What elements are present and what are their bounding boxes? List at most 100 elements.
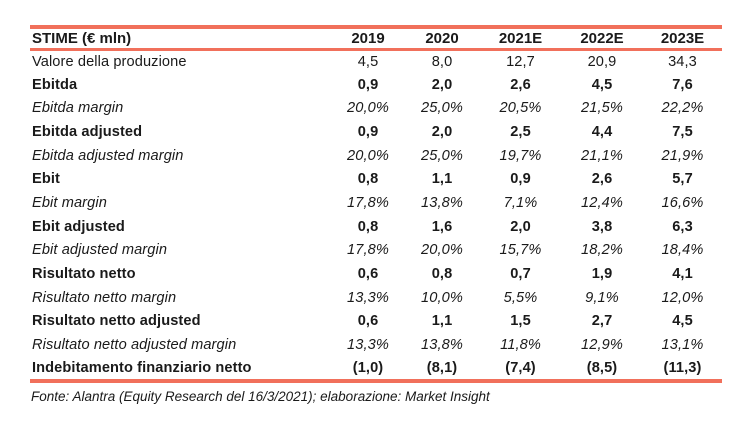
cell-value: 0,6 [357,313,379,330]
cell-value: 5,5% [503,289,538,306]
cell-value: 13,8% [421,194,463,211]
cell-value: 25,0% [421,100,463,117]
cell-value: 0,8 [431,266,453,283]
cell-value: 7,5 [672,123,693,140]
cell-value: 18,4% [661,242,704,259]
row-label: Ebit adjusted margin [32,242,168,259]
cell-value: 13,1% [661,337,704,354]
cell-value: 4,5 [591,76,613,93]
cell-value: 13,8% [421,337,463,354]
row-label: Ebit adjusted [32,218,125,235]
row-label: Risultato netto adjusted [32,313,201,330]
cell-value: 12,7 [506,53,535,70]
cell-value: 20,0% [347,100,389,117]
cell-value: 4,5 [672,313,693,330]
table-row: Valore della produzione 4,5 8,0 12,7 20,9 34,… [30,49,722,73]
table-row: Ebitda adjusted margin 20,0% 25,0% 19,7% 21,… [30,144,722,168]
row-label: Ebit margin [32,194,107,211]
cell-value: 12,9% [581,337,623,354]
cell-value: 3,8 [591,218,613,235]
cell-value: 0,6 [357,266,379,283]
cell-value: 12,4% [581,194,623,211]
cell-value: 34,3 [668,53,697,70]
cell-value: (7,4) [480,356,561,383]
cell-value: 2,0 [431,76,453,93]
table-row: Ebitda margin 20,0% 25,0% 20,5% 21,5% 22,2% [30,96,722,120]
cell-value: 1,6 [431,218,453,235]
cell-value: 11,8% [500,337,541,354]
table-body: Valore della produzione 4,5 8,0 12,7 20,9 34,… [30,49,722,383]
cell-value: 0,9 [510,171,531,188]
cell-value: 9,1% [585,289,619,306]
cell-value: 4,1 [672,266,693,283]
year-column-header: 2019 [332,25,404,51]
table-row: Ebitda adjusted 0,9 2,0 2,5 4,4 7,5 [30,120,722,144]
table-row: Risultato netto margin 13,3% 10,0% 5,5% 9,1%… [30,286,722,310]
cell-value: 2,0 [431,123,453,140]
cell-value: 20,0% [421,242,463,259]
table-row: Risultato netto adjusted margin 13,3% 13,8… [30,333,722,357]
cell-value: 7,1% [503,194,538,211]
table-row: Risultato netto 0,6 0,8 0,7 1,9 4,1 [30,262,722,286]
cell-value: 18,2% [581,242,623,259]
cell-value: 21,5% [581,100,623,117]
row-label: Risultato netto [32,266,136,283]
table-header-row: STIME (€ mln) 2019 2020 2021E 2022E 2023… [30,25,722,51]
row-label: Ebitda margin [32,100,124,117]
cell-value: 6,3 [672,218,693,235]
cell-value: 4,4 [591,123,613,140]
table-row: Ebit adjusted margin 17,8% 20,0% 15,7% 18,2%… [30,239,722,263]
cell-value: 2,6 [591,171,613,188]
row-label: Ebitda adjusted margin [32,147,184,164]
cell-value: 5,7 [672,171,693,188]
row-label: Ebitda adjusted [32,123,143,140]
cell-value: 7,6 [672,76,693,93]
estimates-page: STIME (€ mln) 2019 2020 2021E 2022E 2023… [0,25,751,440]
cell-value: (8,5) [561,356,643,383]
cell-value: 13,3% [347,337,389,354]
cell-value: 20,0% [347,147,389,164]
row-label: Valore della produzione [32,53,187,70]
cell-value: 1,1 [431,171,453,188]
row-label: Ebitda [32,76,78,93]
cell-value: 22,2% [661,100,704,117]
cell-value: 25,0% [421,147,463,164]
year-column-header: 2022E [561,25,643,51]
table-row: Indebitamento finanziario netto (1,0) (8,1… [30,356,722,383]
row-label: Risultato netto adjusted margin [32,337,237,354]
cell-value: 1,5 [510,313,531,330]
cell-value: 2,5 [510,123,531,140]
cell-value: 21,9% [661,147,704,164]
table-row: Ebit adjusted 0,8 1,6 2,0 3,8 6,3 [30,215,722,239]
cell-value: 13,3% [347,289,389,306]
cell-value: 0,7 [510,266,531,283]
estimates-table: STIME (€ mln) 2019 2020 2021E 2022E 2023… [30,25,722,383]
cell-value: 16,6% [661,194,704,211]
cell-value: 20,9 [587,53,617,70]
cell-value: 8,0 [431,53,453,70]
table-row: Ebit margin 17,8% 13,8% 7,1% 12,4% 16,6% [30,191,722,215]
cell-value: 2,6 [510,76,531,93]
cell-value: 2,7 [591,313,613,330]
cell-value: (1,0) [332,356,404,383]
row-label: Indebitamento finanziario netto [30,356,332,383]
cell-value: 1,1 [431,313,453,330]
cell-value: 1,9 [591,266,613,283]
cell-value: (8,1) [404,356,480,383]
cell-value: 15,7% [499,242,542,259]
year-column-header: 2020 [404,25,480,51]
cell-value: 21,1% [581,147,623,164]
cell-value: 10,0% [421,289,463,306]
cell-value: 17,8% [347,242,389,259]
table-row: Ebitda 0,9 2,0 2,6 4,5 7,6 [30,73,722,97]
table-title: STIME (€ mln) [30,25,332,51]
cell-value: 0,8 [357,171,379,188]
year-column-header: 2021E [480,25,561,51]
table-row: Ebit 0,8 1,1 0,9 2,6 5,7 [30,167,722,191]
table-row: Risultato netto adjusted 0,6 1,1 1,5 2,7 4,5 [30,310,722,334]
cell-value: (11,3) [643,356,722,383]
row-label: Ebit [32,171,60,188]
row-label: Risultato netto margin [32,289,177,306]
cell-value: 19,7% [499,147,542,164]
cell-value: 0,8 [357,218,379,235]
